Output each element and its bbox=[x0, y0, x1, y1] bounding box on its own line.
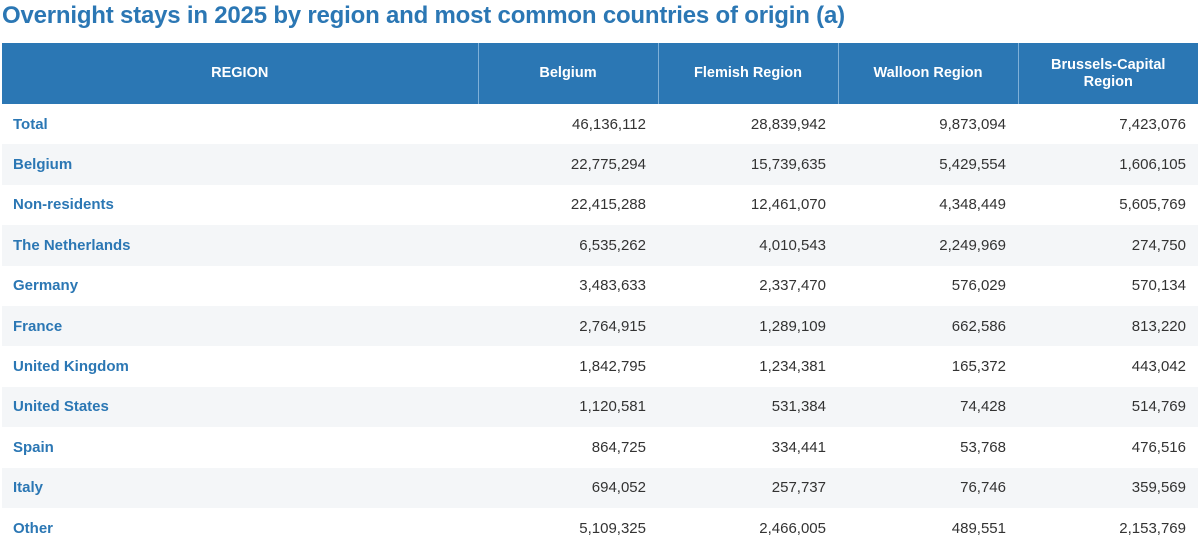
table-cell: 5,109,325 bbox=[478, 507, 658, 549]
table-cell: 257,737 bbox=[658, 467, 838, 508]
table-cell: 813,220 bbox=[1018, 305, 1198, 347]
row-label: Italy bbox=[2, 467, 478, 508]
table-cell: 2,337,470 bbox=[658, 265, 838, 306]
overnight-stays-table: REGION Belgium Flemish Region Walloon Re… bbox=[2, 43, 1198, 549]
table-cell: 531,384 bbox=[658, 386, 838, 428]
column-header-region: REGION bbox=[2, 43, 478, 104]
table-cell: 694,052 bbox=[478, 467, 658, 508]
table-cell: 359,569 bbox=[1018, 467, 1198, 508]
table-row: Germany 3,483,633 2,337,470 576,029 570,134 bbox=[2, 265, 1198, 306]
table-cell: 1,606,105 bbox=[1018, 144, 1198, 185]
table-row: Italy 694,052 257,737 76,746 359,569 bbox=[2, 467, 1198, 508]
table-row: Belgium 22,775,294 15,739,635 5,429,554 1,60… bbox=[2, 144, 1198, 185]
table-cell: 46,136,112 bbox=[478, 104, 658, 145]
table-row: France 2,764,915 1,289,109 662,586 813,220 bbox=[2, 305, 1198, 347]
table-cell: 443,042 bbox=[1018, 346, 1198, 387]
table-cell: 5,429,554 bbox=[838, 144, 1018, 185]
table-cell: 1,234,381 bbox=[658, 346, 838, 387]
table-cell: 9,873,094 bbox=[838, 104, 1018, 145]
table-cell: 28,839,942 bbox=[658, 104, 838, 145]
table-row: Other 5,109,325 2,466,005 489,551 2,153,769 bbox=[2, 507, 1198, 549]
table-cell: 864,725 bbox=[478, 427, 658, 468]
table-cell: 662,586 bbox=[838, 305, 1018, 347]
row-label: Other bbox=[2, 507, 478, 549]
row-label: France bbox=[2, 305, 478, 347]
table-cell: 6,535,262 bbox=[478, 225, 658, 266]
table-cell: 15,739,635 bbox=[658, 144, 838, 185]
row-label: Spain bbox=[2, 427, 478, 468]
row-label: United Kingdom bbox=[2, 346, 478, 387]
header-row: REGION Belgium Flemish Region Walloon Re… bbox=[2, 43, 1198, 104]
row-label: United States bbox=[2, 386, 478, 428]
table-cell: 7,423,076 bbox=[1018, 104, 1198, 145]
table-row: The Netherlands 6,535,262 4,010,543 2,249,9… bbox=[2, 225, 1198, 266]
row-label: The Netherlands bbox=[2, 225, 478, 266]
column-header-flemish-region: Flemish Region bbox=[657, 43, 838, 104]
column-header-brussels-capital-region: Brussels-Capital Region bbox=[1017, 43, 1198, 104]
table-row: United Kingdom 1,842,795 1,234,381 165,372 4… bbox=[2, 346, 1198, 387]
table-cell: 3,483,633 bbox=[478, 265, 658, 306]
column-header-walloon-region: Walloon Region bbox=[837, 43, 1018, 104]
table-cell: 1,842,795 bbox=[478, 346, 658, 387]
table-cell: 274,750 bbox=[1018, 225, 1198, 266]
table-row: Non-residents 22,415,288 12,461,070 4,348,4… bbox=[2, 184, 1198, 226]
table-cell: 2,153,769 bbox=[1018, 507, 1198, 549]
column-header-belgium: Belgium bbox=[477, 43, 658, 104]
table-row: Spain 864,725 334,441 53,768 476,516 bbox=[2, 427, 1198, 468]
table-body: Total 46,136,112 28,839,942 9,873,094 7,423,… bbox=[2, 104, 1198, 549]
table-cell: 2,764,915 bbox=[478, 305, 658, 347]
table-cell: 5,605,769 bbox=[1018, 184, 1198, 226]
table-cell: 22,415,288 bbox=[478, 184, 658, 226]
table-row: United States 1,120,581 531,384 74,428 514,7… bbox=[2, 386, 1198, 428]
table-header: REGION Belgium Flemish Region Walloon Re… bbox=[2, 43, 1198, 104]
table-cell: 74,428 bbox=[838, 386, 1018, 428]
table-cell: 12,461,070 bbox=[658, 184, 838, 226]
table-cell: 334,441 bbox=[658, 427, 838, 468]
table-cell: 1,120,581 bbox=[478, 386, 658, 428]
table-cell: 1,289,109 bbox=[658, 305, 838, 347]
row-label: Non-residents bbox=[2, 184, 478, 226]
table-cell: 22,775,294 bbox=[478, 144, 658, 185]
table-cell: 76,746 bbox=[838, 467, 1018, 508]
table-row: Total 46,136,112 28,839,942 9,873,094 7,423,… bbox=[2, 104, 1198, 145]
table-cell: 165,372 bbox=[838, 346, 1018, 387]
table-cell: 4,010,543 bbox=[658, 225, 838, 266]
table-cell: 514,769 bbox=[1018, 386, 1198, 428]
table-cell: 2,249,969 bbox=[838, 225, 1018, 266]
row-label: Belgium bbox=[2, 144, 478, 185]
table-title: Overnight stays in 2025 by region and mo… bbox=[2, 2, 845, 29]
table-cell: 576,029 bbox=[838, 265, 1018, 306]
row-label: Total bbox=[2, 104, 478, 145]
table-cell: 489,551 bbox=[838, 507, 1018, 549]
table-cell: 476,516 bbox=[1018, 427, 1198, 468]
table-cell: 2,466,005 bbox=[658, 507, 838, 549]
table-cell: 570,134 bbox=[1018, 265, 1198, 306]
table-cell: 53,768 bbox=[838, 427, 1018, 468]
row-label: Germany bbox=[2, 265, 478, 306]
table-cell: 4,348,449 bbox=[838, 184, 1018, 226]
